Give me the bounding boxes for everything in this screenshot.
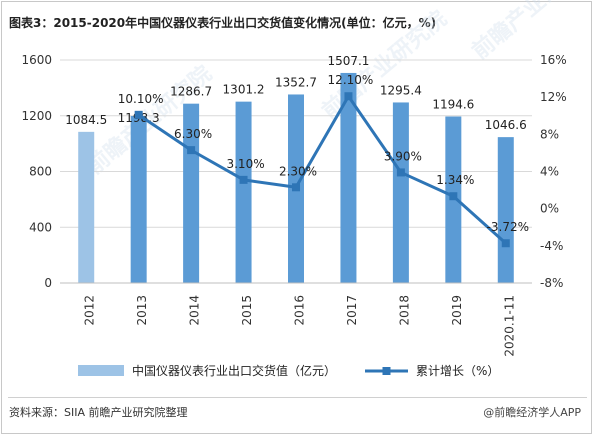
growth-value-label: 6.30% — [174, 127, 212, 141]
bar-value-label: 1194.6 — [432, 98, 474, 112]
x-axis-tick-label: 2017 — [345, 295, 359, 326]
left-axis-tick-label: 800 — [29, 165, 52, 179]
x-axis-tick-label: 2013 — [135, 295, 149, 326]
growth-marker — [239, 175, 248, 184]
growth-value-label: 12.10% — [328, 73, 374, 87]
source-divider — [8, 397, 587, 398]
x-axis-tick-label: 2015 — [240, 295, 254, 326]
x-axis-tick-label: 2016 — [293, 295, 307, 326]
growth-marker — [449, 192, 458, 201]
right-axis-tick-label: -4% — [540, 239, 563, 253]
right-axis-tick-label: -8% — [540, 276, 563, 290]
left-axis-tick-label: 1600 — [21, 53, 52, 67]
left-axis-tick-label: 1200 — [21, 109, 52, 123]
right-axis-tick-label: 12% — [540, 90, 567, 104]
right-axis-tick-label: 8% — [540, 127, 559, 141]
growth-value-label: 10.10% — [118, 92, 164, 106]
growth-marker — [344, 92, 353, 101]
bar-value-label: 1084.5 — [65, 113, 107, 127]
x-axis-tick-label: 2019 — [450, 295, 464, 326]
left-axis-tick-label: 400 — [29, 220, 52, 234]
right-axis-tick-label: 4% — [540, 165, 559, 179]
x-axis-tick-label: 2012 — [83, 295, 97, 326]
legend-line-marker — [382, 367, 391, 375]
growth-marker — [501, 239, 510, 248]
x-axis-tick-label: 2018 — [397, 295, 411, 326]
right-axis-tick-label: 0% — [540, 202, 559, 216]
bar — [392, 102, 409, 283]
x-axis-tick-label: 2014 — [188, 295, 202, 326]
bar-value-label: 1286.7 — [170, 85, 212, 99]
growth-marker — [187, 146, 196, 155]
growth-line — [137, 94, 507, 245]
growth-value-label: 3.90% — [384, 149, 422, 163]
legend-line-label: 累计增长（%） — [416, 364, 499, 378]
bar — [497, 137, 514, 283]
growth-value-label: -3.72% — [487, 220, 529, 234]
watermark-text: 前瞻产业研究院 — [467, 0, 595, 65]
growth-value-label: 3.10% — [226, 157, 264, 171]
growth-marker — [134, 110, 143, 119]
bar — [340, 72, 357, 283]
bar — [235, 101, 252, 283]
legend-bar-swatch — [78, 365, 124, 376]
growth-value-label: 2.30% — [279, 164, 317, 178]
growth-value-label: 1.34% — [436, 173, 474, 187]
bar-value-label: 1352.7 — [275, 75, 317, 89]
source-note: 资料来源：SIIA 前瞻产业研究院整理 — [9, 406, 188, 419]
left-axis-tick-label: 0 — [44, 276, 52, 290]
bar-value-label: 1046.6 — [485, 118, 527, 132]
chart-title: 图表3：2015-2020年中国仪器仪表行业出口交货值变化情况(单位：亿元，%) — [9, 16, 437, 30]
legend-bar-label: 中国仪器仪表行业出口交货值（亿元） — [132, 363, 336, 378]
bar — [130, 115, 147, 283]
growth-marker — [396, 168, 405, 177]
right-axis-tick-label: 16% — [540, 53, 567, 67]
brand-credit: @前瞻经济学人APP — [483, 406, 581, 419]
bar-value-label: 1301.2 — [223, 83, 265, 97]
bar — [78, 131, 95, 283]
growth-marker — [292, 183, 300, 192]
bar-value-label: 1507.1 — [327, 54, 369, 68]
bar-value-label: 1295.4 — [380, 83, 422, 97]
x-axis-tick-label: 2020.1-11 — [502, 295, 516, 357]
